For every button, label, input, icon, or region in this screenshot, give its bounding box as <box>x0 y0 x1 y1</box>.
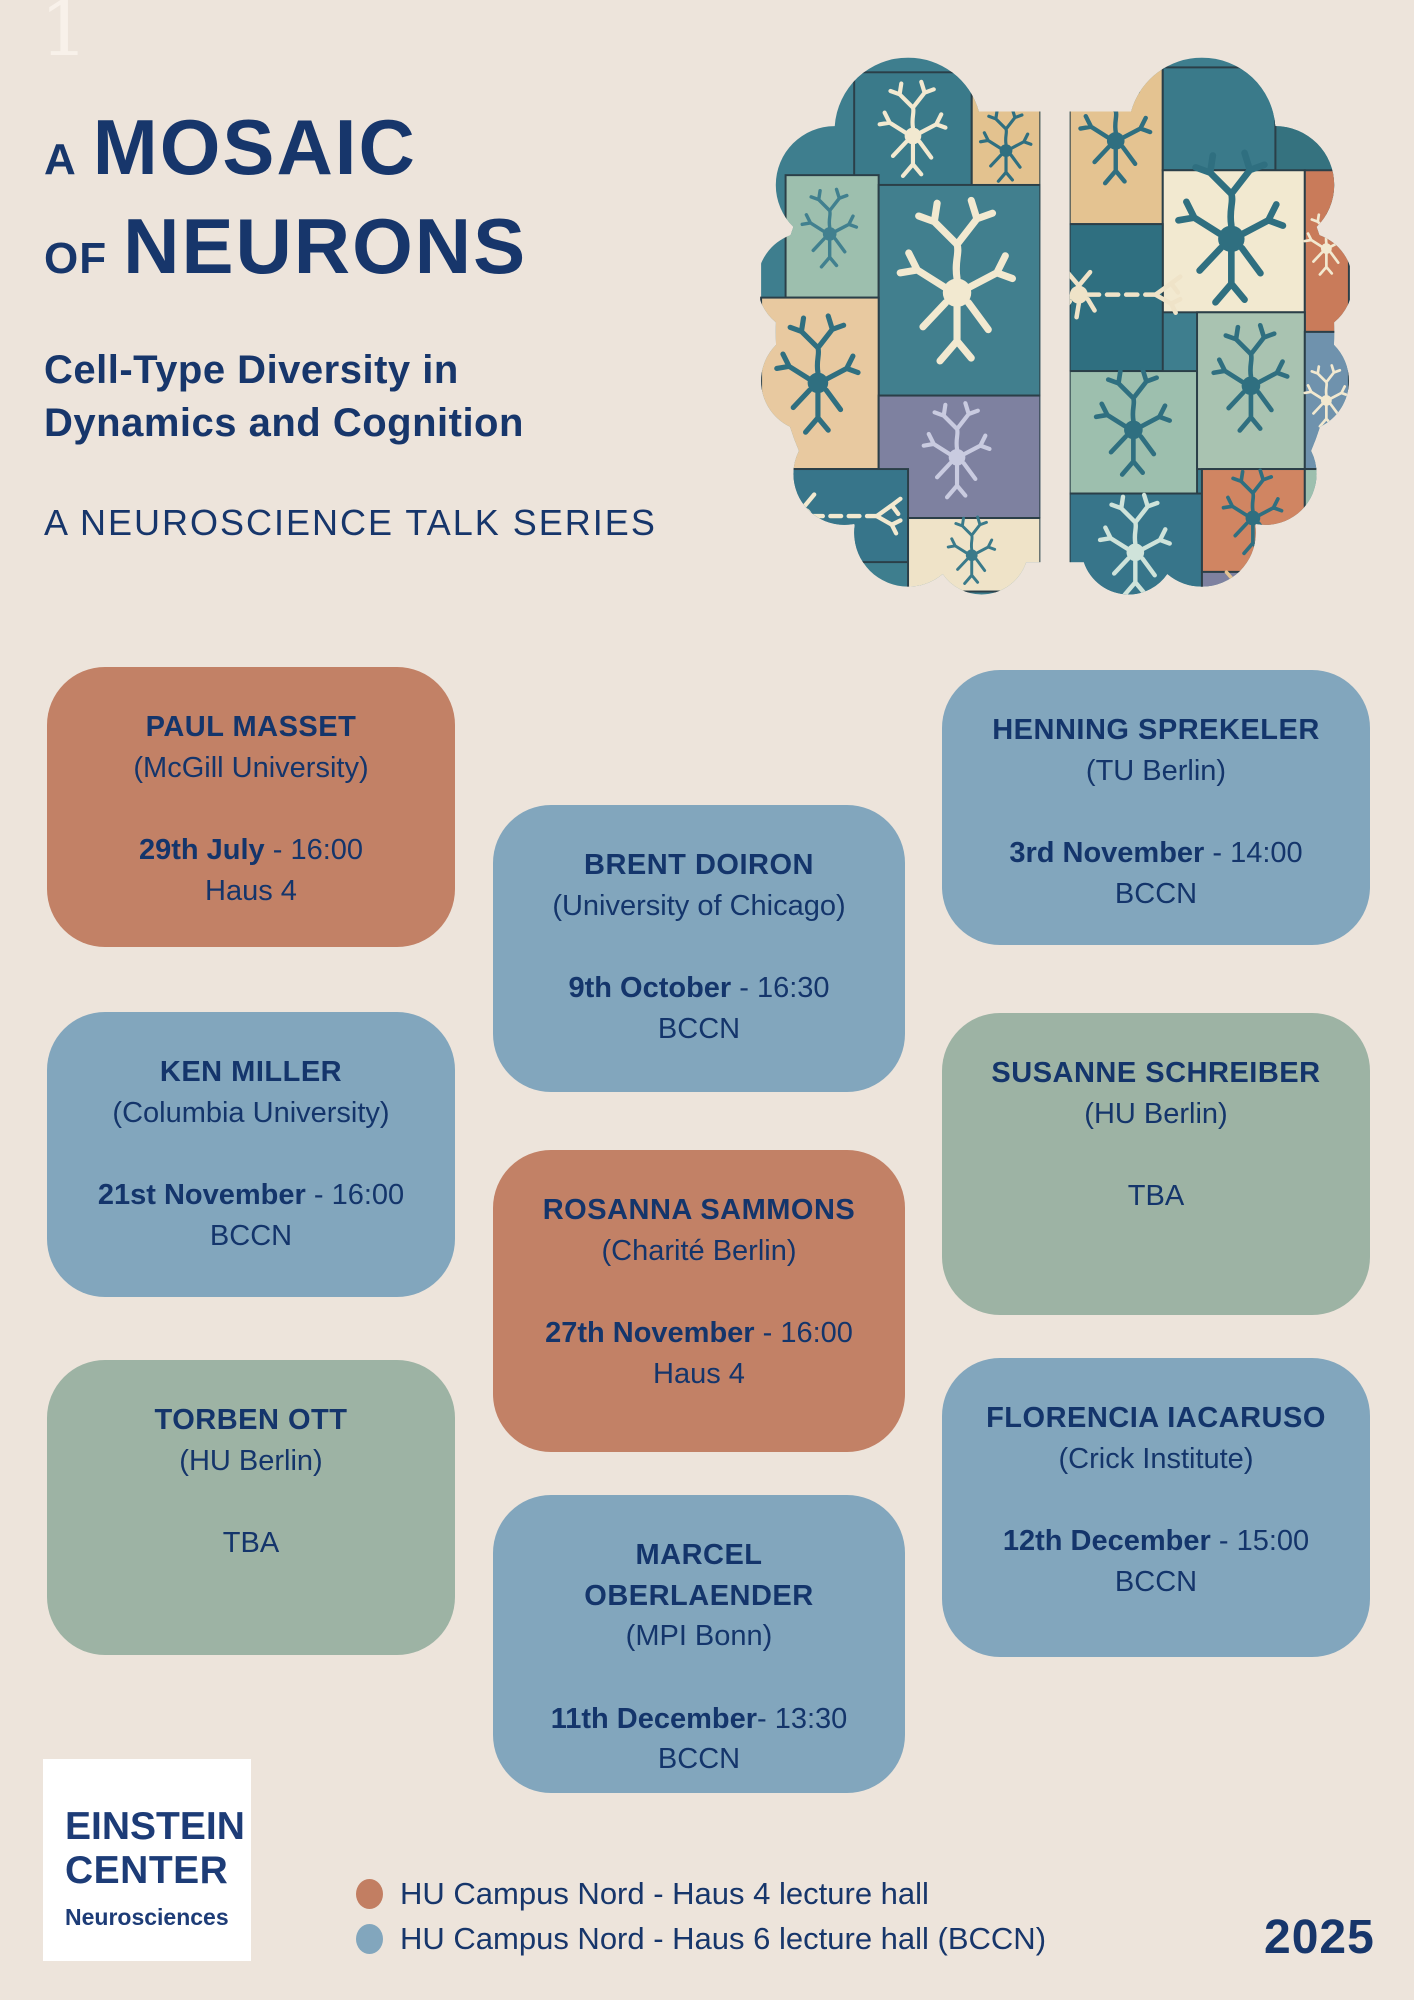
talk-time: - 16:30 <box>731 972 830 1005</box>
poster-subtitle: Cell-Type Diversity in Dynamics and Cogn… <box>44 344 657 450</box>
subtitle-line-1: Cell-Type Diversity in <box>44 348 459 392</box>
talk-schedule: 29th July - 16:00 <box>59 830 443 871</box>
speaker-name: FLORENCIA IACARUSO <box>986 1402 1326 1434</box>
speaker-card-florencia-iacaruso: FLORENCIA IACARUSO (Crick Institute) 12t… <box>942 1358 1370 1657</box>
talk-schedule: 21st November - 16:00 <box>59 1175 443 1216</box>
talk-time: - 16:00 <box>754 1317 853 1350</box>
haus4-legend-dot-icon <box>356 1879 383 1909</box>
talk-time: - 13:30 <box>757 1702 848 1735</box>
legend-label-haus4: HU Campus Nord - Haus 4 lecture hall <box>400 1876 929 1911</box>
einstein-center-logo: EINSTEIN CENTER Neurosciences <box>43 1759 251 1961</box>
talk-venue: BCCN <box>1114 1565 1198 1598</box>
speaker-name: TORBEN OTT <box>154 1404 348 1436</box>
speaker-name: KEN MILLER <box>159 1056 343 1088</box>
poster-header: A MOSAIC OF NEURONS Cell-Type Diversity … <box>44 104 657 544</box>
speaker-name: BRENT DOIRON <box>584 849 814 881</box>
speaker-card-marcel-oberlaender: MARCEL OBERLAENDER (MPI Bonn) 11th Decem… <box>493 1495 905 1793</box>
speaker-card-ken-miller: KEN MILLER (Columbia University) 21st No… <box>47 1012 455 1297</box>
talk-venue: BCCN <box>1114 877 1198 910</box>
talk-schedule: 11th December- 13:30 <box>505 1699 893 1740</box>
talk-time: - 15:00 <box>1210 1525 1310 1558</box>
legend-row-haus4: HU Campus Nord - Haus 4 lecture hall <box>356 1876 1046 1912</box>
talk-date: 3rd November <box>1009 837 1205 870</box>
talk-date: 11th December <box>550 1702 758 1735</box>
talk-date: 9th October <box>568 972 732 1005</box>
speaker-affiliation: (Columbia University) <box>112 1096 390 1129</box>
logo-line-einstein: EINSTEIN <box>65 1805 245 1848</box>
talk-venue: Haus 4 <box>653 1357 745 1390</box>
speaker-name: HENNING SPREKELER <box>992 714 1320 746</box>
talk-time: - 16:00 <box>305 1179 405 1212</box>
speaker-affiliation: (HU Berlin) <box>179 1444 323 1477</box>
talk-venue: TBA <box>222 1527 280 1560</box>
logo-line-center: CENTER <box>65 1848 229 1892</box>
title-preposition: OF <box>44 234 108 283</box>
page-number-artifact: 1 <box>40 0 89 73</box>
speaker-affiliation: (McGill University) <box>133 751 369 784</box>
poster-year: 2025 <box>1264 1911 1375 1964</box>
speaker-card-brent-doiron: BRENT DOIRON (University of Chicago) 9th… <box>493 805 905 1092</box>
legend-label-bccn: HU Campus Nord - Haus 6 lecture hall (BC… <box>400 1921 1047 1956</box>
talk-venue: Haus 4 <box>205 874 297 907</box>
speaker-affiliation: (MPI Bonn) <box>625 1620 773 1653</box>
talk-date: 12th December <box>1002 1525 1211 1558</box>
speaker-card-henning-sprekeler: HENNING SPREKELER (TU Berlin) 3rd Novemb… <box>942 670 1370 945</box>
speaker-card-torben-ott: TORBEN OTT (HU Berlin) TBA <box>47 1360 455 1655</box>
venue-legend: HU Campus Nord - Haus 4 lecture hall HU … <box>356 1876 1046 1957</box>
series-label: A NEUROSCIENCE TALK SERIES <box>44 501 657 543</box>
speaker-card-rosanna-sammons: ROSANNA SAMMONS (Charité Berlin) 27th No… <box>493 1150 905 1452</box>
talk-schedule: 3rd November - 14:00 <box>954 833 1358 874</box>
title-line-2: OF NEURONS <box>44 203 657 302</box>
speaker-affiliation: (TU Berlin) <box>1085 754 1227 787</box>
talk-date: 21st November <box>97 1179 306 1212</box>
speaker-affiliation: (Crick Institute) <box>1058 1442 1254 1475</box>
logo-text: EINSTEIN CENTER Neurosciences <box>43 1759 251 1931</box>
talk-venue: TBA <box>1127 1180 1185 1213</box>
speaker-name: MARCEL OBERLAENDER <box>584 1539 814 1612</box>
talk-schedule: 12th December - 15:00 <box>954 1521 1358 1562</box>
title-article: A <box>44 135 77 184</box>
speaker-affiliation: (HU Berlin) <box>1084 1097 1228 1130</box>
talk-date: 27th November <box>545 1317 755 1350</box>
talk-time: - 14:00 <box>1204 837 1303 870</box>
speaker-affiliation: (Charité Berlin) <box>601 1234 797 1267</box>
talk-date: 29th July <box>138 834 265 867</box>
legend-row-bccn: HU Campus Nord - Haus 6 lecture hall (BC… <box>356 1921 1046 1957</box>
logo-line-neurosciences: Neurosciences <box>65 1904 229 1931</box>
speaker-name: SUSANNE SCHREIBER <box>991 1057 1321 1089</box>
speaker-card-susanne-schreiber: SUSANNE SCHREIBER (HU Berlin) TBA <box>942 1013 1370 1315</box>
speaker-affiliation: (University of Chicago) <box>552 889 846 922</box>
talk-schedule: 27th November - 16:00 <box>505 1313 893 1354</box>
speaker-card-paul-masset: PAUL MASSET (McGill University) 29th Jul… <box>47 667 455 947</box>
bccn-legend-dot-icon <box>356 1924 383 1954</box>
talk-schedule: 9th October - 16:30 <box>505 968 893 1009</box>
talk-time: - 16:00 <box>264 834 364 867</box>
title-word-mosaic: MOSAIC <box>92 103 417 191</box>
speaker-name: PAUL MASSET <box>145 711 357 743</box>
title-line-1: A MOSAIC <box>44 104 657 203</box>
talk-venue: BCCN <box>209 1219 293 1252</box>
talk-venue: BCCN <box>657 1012 741 1045</box>
title-word-neurons: NEURONS <box>123 202 528 290</box>
subtitle-line-2: Dynamics and Cognition <box>44 400 524 445</box>
talk-venue: BCCN <box>657 1743 741 1776</box>
speaker-name: ROSANNA SAMMONS <box>542 1194 856 1226</box>
brain-mosaic-illustration <box>760 57 1350 595</box>
